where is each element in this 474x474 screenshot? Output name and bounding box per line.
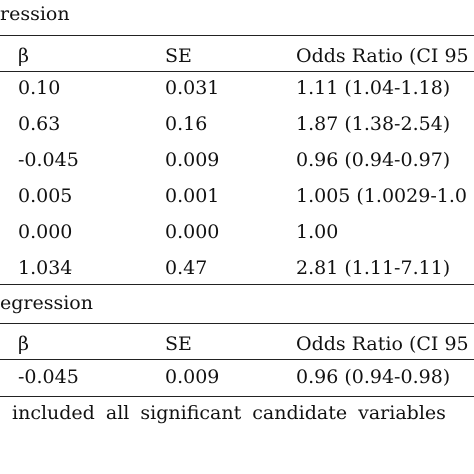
- cell-se: 0.16: [165, 113, 208, 135]
- cell-se: 0.009: [165, 366, 220, 388]
- section-1-top-rule: [0, 35, 474, 36]
- cell-se: 0.001: [165, 185, 220, 207]
- header-odds-ratio: Odds Ratio (CI 95: [296, 333, 469, 355]
- cell-odds-ratio: 1.11 (1.04-1.18): [296, 77, 451, 99]
- section-2-title: egression: [0, 292, 93, 314]
- cell-odds-ratio: 2.81 (1.11-7.11): [296, 257, 451, 279]
- header-beta: β: [18, 333, 29, 355]
- cell-se: 0.000: [165, 221, 220, 243]
- cell-se: 0.47: [165, 257, 208, 279]
- section-1-bottom-rule: [0, 284, 474, 285]
- section-1-header-rule: [0, 71, 474, 72]
- cell-beta: 0.000: [18, 221, 73, 243]
- cell-beta: 0.63: [18, 113, 61, 135]
- cell-beta: 0.005: [18, 185, 73, 207]
- header-se: SE: [165, 45, 192, 67]
- cell-se: 0.031: [165, 77, 220, 99]
- cell-odds-ratio: 1.005 (1.0029-1.0: [296, 185, 467, 207]
- header-se: SE: [165, 333, 192, 355]
- header-beta: β: [18, 45, 29, 67]
- cell-beta: 1.034: [18, 257, 73, 279]
- section-2-header-rule: [0, 359, 474, 360]
- cell-beta: 0.10: [18, 77, 61, 99]
- cell-beta: -0.045: [18, 149, 79, 171]
- header-odds-ratio: Odds Ratio (CI 95: [296, 45, 469, 67]
- cell-beta: -0.045: [18, 366, 79, 388]
- cell-odds-ratio: 1.87 (1.38-2.54): [296, 113, 451, 135]
- cell-odds-ratio: 1.00: [296, 221, 339, 243]
- cell-odds-ratio: 0.96 (0.94-0.97): [296, 149, 451, 171]
- section-2-top-rule: [0, 323, 474, 324]
- section-1-title: ression: [0, 3, 70, 25]
- cell-odds-ratio: 0.96 (0.94-0.98): [296, 366, 451, 388]
- footnote: included all significant candidate varia…: [12, 402, 446, 424]
- cell-se: 0.009: [165, 149, 220, 171]
- section-2-bottom-rule: [0, 396, 474, 397]
